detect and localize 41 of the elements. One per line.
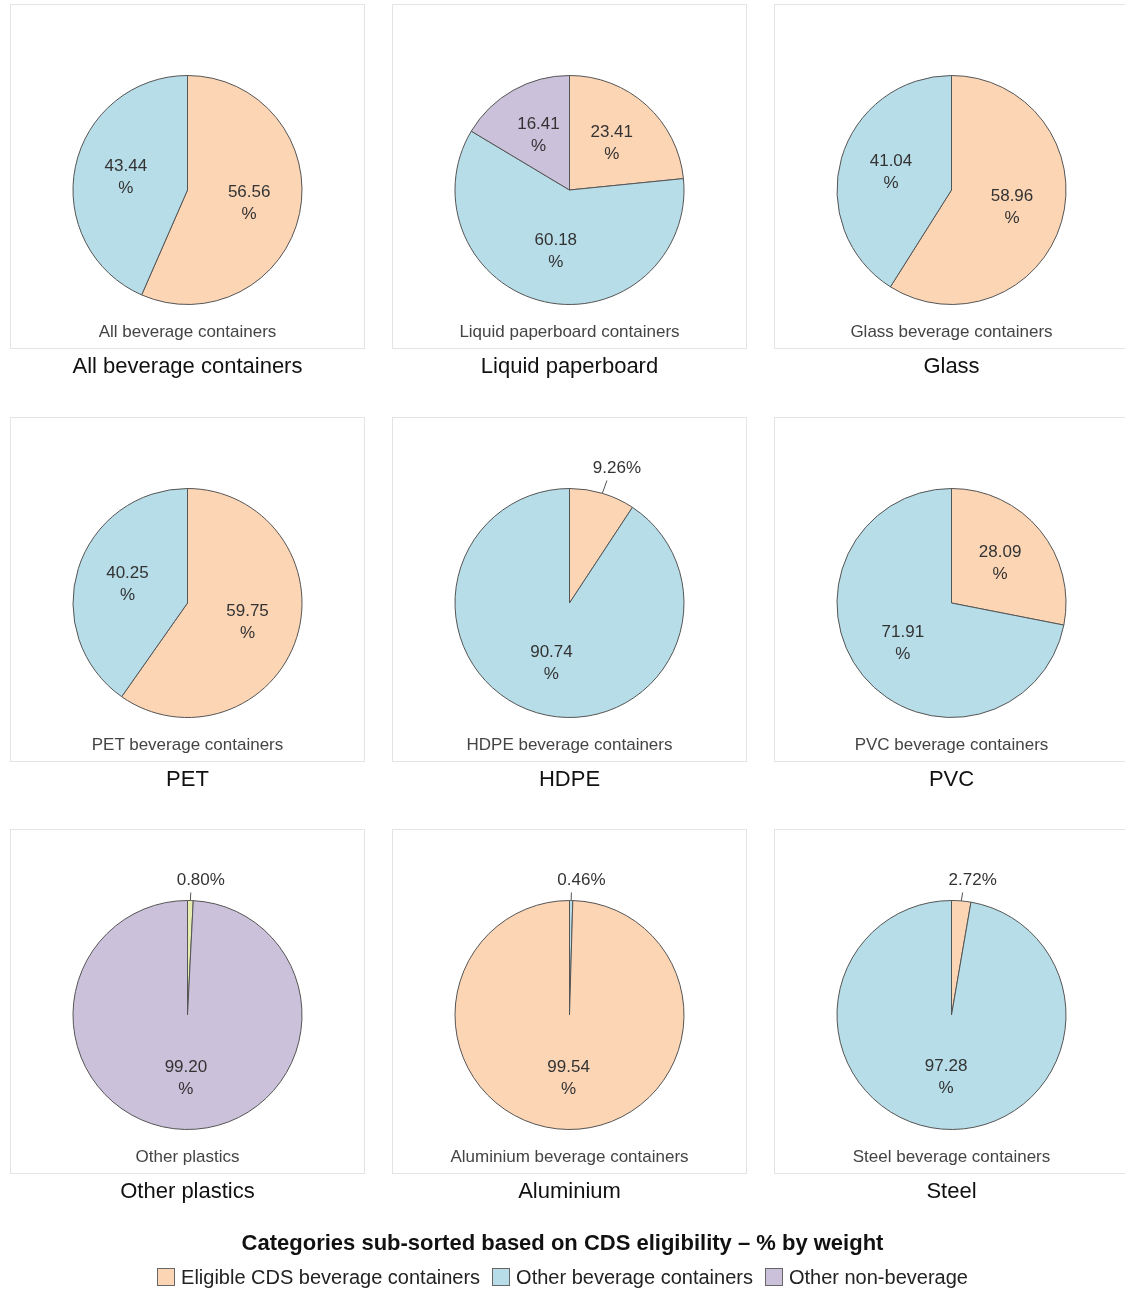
data-label: 90.74 %	[530, 642, 573, 684]
data-label: 97.28 %	[924, 1056, 968, 1098]
data-label: 2.72%	[948, 870, 997, 890]
text: All beverage containers	[97, 322, 278, 342]
text: PET	[165, 766, 210, 792]
data-label: 16.41 %	[517, 113, 560, 155]
text: Other plastics	[134, 1147, 241, 1167]
legend-title: Categories sub-sorted based on CDS eligibility – % by weight	[240, 1230, 885, 1256]
text: Steel	[925, 1178, 978, 1204]
data-label: 23.41 %	[590, 121, 634, 163]
data-label: 9.26%	[592, 458, 642, 478]
data-label: 99.54 %	[547, 1056, 590, 1098]
text: Liquid paperboard	[479, 353, 660, 379]
data-label: 41.04 %	[869, 151, 913, 193]
legend-label: Eligible CDS beverage containers	[180, 1266, 481, 1288]
data-label: 28.09 %	[978, 541, 1022, 583]
text: Aluminium beverage containers	[449, 1147, 690, 1167]
data-label: 59.75 %	[226, 600, 269, 642]
text: Glass beverage containers	[849, 322, 1054, 342]
data-label: 0.80%	[176, 870, 225, 890]
text: Other plastics	[119, 1178, 256, 1204]
legend-label: Other non-beverage	[787, 1266, 968, 1288]
text: HDPE	[537, 766, 602, 792]
data-label: 71.91 %	[881, 621, 925, 663]
data-label: 58.96 %	[990, 186, 1034, 228]
legend-label: Other beverage containers	[515, 1266, 753, 1288]
data-label: 99.20 %	[164, 1056, 208, 1098]
text: PET beverage containers	[90, 735, 285, 755]
text: HDPE beverage containers	[465, 735, 674, 755]
text: Steel beverage containers	[851, 1147, 1052, 1167]
text: PVC beverage containers	[853, 735, 1050, 755]
data-label: 56.56 %	[227, 181, 271, 223]
text: Liquid paperboard containers	[458, 322, 681, 342]
data-label: 43.44 %	[104, 155, 148, 197]
text: Glass	[922, 353, 981, 379]
data-label: 0.46%	[557, 870, 606, 890]
text: PVC	[927, 766, 976, 792]
data-label: 60.18 %	[534, 230, 578, 272]
text: All beverage containers	[71, 353, 304, 379]
text: Aluminium	[517, 1178, 622, 1204]
data-label: 40.25 %	[106, 562, 149, 604]
